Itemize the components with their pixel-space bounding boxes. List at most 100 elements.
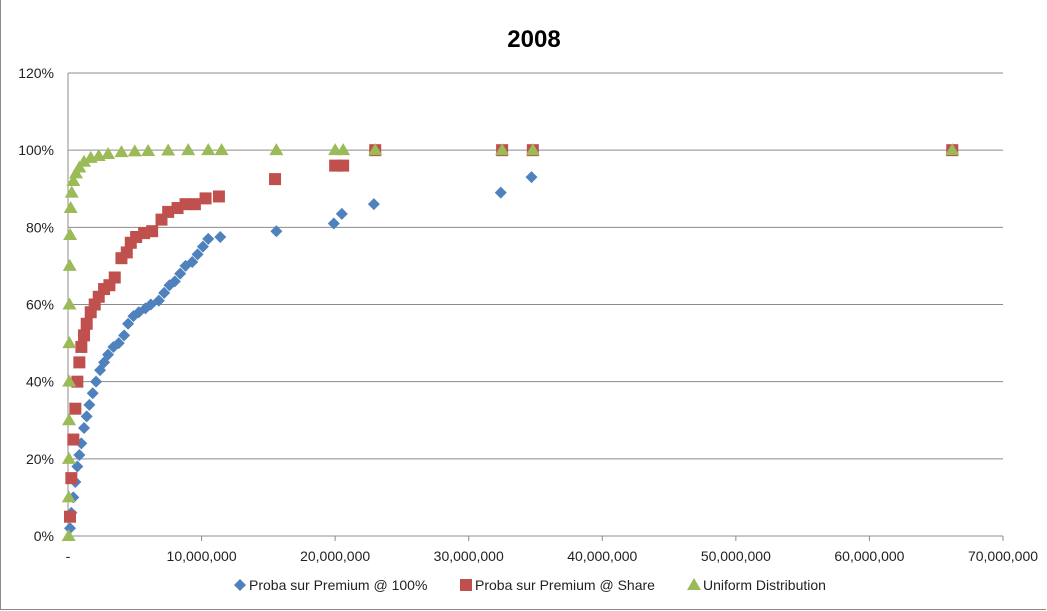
x-tick-label: 70,000,000: [968, 548, 1038, 564]
x-tick-label: 50,000,000: [701, 548, 771, 564]
triangle-point: [66, 174, 81, 187]
triangle-point: [61, 529, 76, 541]
y-tick-label: 0%: [34, 528, 54, 544]
diamond-point: [90, 375, 103, 388]
x-axis-ticks: - 10,000,000 20,000,000 30,000,000 40,000,00…: [66, 548, 1039, 564]
diamond-point: [112, 337, 125, 350]
chart-title: 2008: [507, 26, 560, 53]
x-tick-label: 40,000,000: [567, 548, 637, 564]
y-tick-label: 40%: [26, 374, 54, 390]
square-point: [337, 159, 350, 172]
y-tick-label: 80%: [26, 219, 54, 235]
square-point: [179, 198, 192, 211]
square-point: [188, 198, 201, 211]
square-point: [78, 329, 91, 342]
series-1: [64, 144, 959, 535]
series-2: [64, 144, 959, 523]
series-3: [61, 143, 960, 541]
legend-label: Proba sur Premium @ Share: [475, 577, 655, 593]
square-point: [80, 317, 93, 330]
triangle-point: [62, 336, 77, 349]
x-tick-label: 30,000,000: [434, 548, 504, 564]
square-point: [69, 402, 82, 415]
square-point: [269, 173, 282, 186]
diamond-point: [494, 186, 507, 199]
diamond-point: [86, 387, 99, 400]
diamond-point: [367, 198, 380, 211]
diamond-point: [152, 294, 165, 307]
triangle-point: [62, 297, 77, 310]
x-tick-label: 10,000,000: [167, 548, 237, 564]
diamond-point: [73, 448, 86, 461]
square-point: [73, 356, 86, 369]
square-point: [162, 205, 175, 218]
triangle-point: [101, 147, 116, 160]
legend-item: Proba sur Premium @ 100%: [234, 577, 427, 593]
square-point: [212, 190, 225, 203]
triangle-point: [61, 490, 76, 503]
triangle-point: [127, 144, 142, 157]
square-point: [199, 192, 212, 205]
x-tick-label: 60,000,000: [834, 548, 904, 564]
x-tick-label: -: [66, 548, 71, 564]
diamond-point: [102, 348, 115, 361]
triangle-point: [181, 143, 196, 156]
diamond-point: [118, 329, 131, 342]
triangle-point: [64, 185, 79, 198]
triangle-point: [62, 374, 77, 387]
square-point: [146, 225, 159, 238]
square-point: [120, 246, 133, 259]
diamond-point: [327, 217, 340, 230]
triangle-point: [77, 154, 92, 167]
triangle-point: [62, 413, 77, 426]
triangle-point: [61, 451, 76, 464]
diamond-point: [168, 275, 181, 288]
diamond-point: [196, 240, 209, 253]
triangle-point: [63, 228, 78, 241]
triangle-point: [368, 143, 383, 156]
triangle-point: [63, 201, 78, 214]
diamond-point: [83, 398, 96, 411]
diamond-point: [270, 225, 283, 238]
y-tick-label: 120%: [18, 65, 54, 81]
triangle-point: [525, 143, 540, 156]
triangle-point: [336, 143, 351, 156]
square-legend-icon: [460, 579, 472, 591]
y-axis-ticks: 0% 20% 40% 60% 80% 100% 120%: [18, 65, 54, 544]
x-tick-label: 20,000,000: [300, 548, 370, 564]
legend-item: Proba sur Premium @ Share: [460, 577, 655, 593]
y-tick-label: 60%: [26, 297, 54, 313]
legend-label: Uniform Distribution: [703, 577, 826, 593]
diamond-point: [158, 286, 171, 299]
triangle-point: [214, 143, 229, 156]
diamond-point: [78, 421, 91, 434]
diamond-point: [202, 232, 215, 245]
diamond-point: [525, 171, 538, 184]
diamond-legend-icon: [234, 579, 246, 591]
square-point: [108, 271, 121, 284]
diamond-point: [335, 207, 348, 220]
diamond-point: [191, 248, 204, 261]
triangle-point: [141, 143, 156, 156]
square-point: [75, 340, 88, 353]
diamond-point: [64, 522, 77, 535]
square-point: [67, 433, 80, 446]
square-point: [65, 472, 78, 485]
diamond-point: [122, 317, 135, 330]
triangle-point: [114, 145, 129, 158]
triangle-point: [161, 143, 176, 156]
y-tick-label: 100%: [18, 142, 54, 158]
diamond-point: [174, 267, 187, 280]
triangle-point: [62, 258, 77, 271]
diamond-point: [80, 410, 93, 423]
triangle-point: [201, 143, 216, 156]
legend: Proba sur Premium @ 100% Proba sur Premiu…: [234, 577, 826, 593]
diamond-point: [214, 230, 227, 243]
triangle-legend-icon: [687, 578, 701, 590]
diamond-point: [186, 256, 199, 269]
square-point: [64, 510, 77, 523]
triangle-point: [495, 143, 510, 156]
legend-label: Proba sur Premium @ 100%: [249, 577, 427, 593]
